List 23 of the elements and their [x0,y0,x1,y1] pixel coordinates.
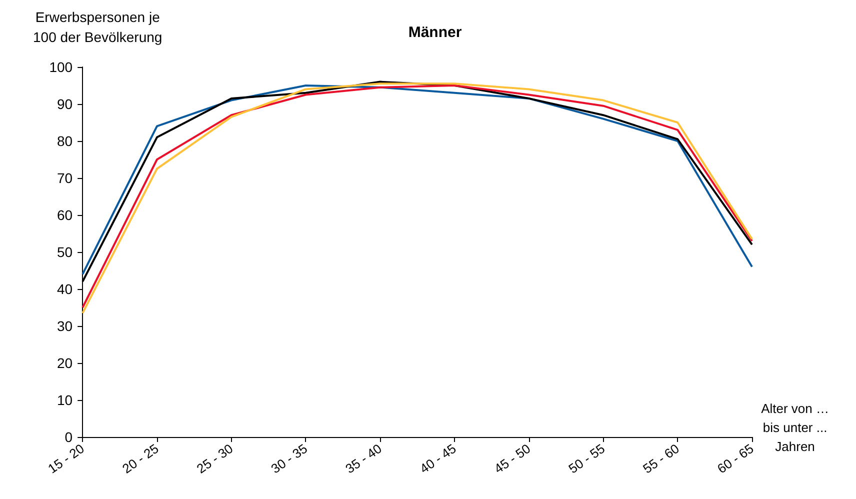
y-tick-label: 80 [57,133,73,149]
chart-title: Männer [408,24,462,41]
y-tick-label: 20 [57,355,73,371]
y-tick-label: 60 [57,207,73,223]
y-tick-label: 10 [57,392,73,408]
x-tick-label: 55 - 60 [640,440,682,476]
y-tick-label: 90 [57,96,73,112]
y-tick-label: 0 [64,429,73,445]
y-axis-title: Erwerbspersonen je 100 der Bevölkerung [33,9,162,45]
x-tick-label: 35 - 40 [342,440,384,476]
y-tick-label: 50 [57,244,73,260]
y-tick-label: 40 [57,281,73,297]
y-tick-label: 100 [49,59,73,75]
x-tick-label: 40 - 45 [417,440,459,476]
x-tick-label: 25 - 30 [194,440,236,476]
x-tick-label: 30 - 35 [268,440,310,476]
x-tick-label: 60 - 65 [714,440,756,476]
x-axis-title: Alter von … bis unter ... Jahren [761,401,830,454]
y-tick-label: 30 [57,318,73,334]
y-tick-label: 70 [57,170,73,186]
x-tick-label: 50 - 55 [566,440,608,476]
x-tick-label: 20 - 25 [120,440,162,476]
x-tick-label: 45 - 50 [491,440,534,476]
